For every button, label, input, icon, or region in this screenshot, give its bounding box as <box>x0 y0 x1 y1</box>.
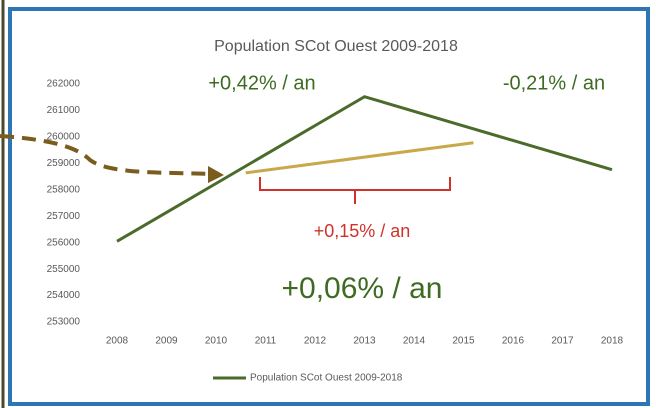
x-tick-label: 2008 <box>106 336 129 347</box>
annotation: -0,21% / an <box>503 72 605 94</box>
x-tick-label: 2009 <box>155 336 178 347</box>
x-tick-label: 2016 <box>502 336 525 347</box>
frame <box>8 7 650 406</box>
y-tick-label: 253000 <box>47 317 81 328</box>
annotation: +0,15% / an <box>314 221 411 241</box>
arrow-head <box>208 166 224 183</box>
arrow <box>0 134 211 176</box>
x-tick-label: 2011 <box>255 336 277 347</box>
x-tick-label: 2017 <box>551 336 574 347</box>
x-tick-label: 2014 <box>403 336 426 347</box>
y-tick-label: 261000 <box>47 105 81 116</box>
x-tick-label: 2013 <box>353 336 376 347</box>
y-tick-label: 258000 <box>47 184 81 195</box>
y-tick-label: 260000 <box>47 132 81 143</box>
y-tick-label: 255000 <box>47 264 81 275</box>
legend-label: Population SCot Ouest 2009-2018 <box>250 373 403 384</box>
x-tick-label: 2018 <box>601 336 624 347</box>
x-tick-label: 2015 <box>452 336 475 347</box>
y-tick-label: 256000 <box>47 237 81 248</box>
chart-title: Population SCot Ouest 2009-2018 <box>214 38 458 55</box>
line-series <box>116 95 613 243</box>
y-tick-label: 259000 <box>47 158 81 169</box>
bracket <box>259 177 451 204</box>
annotation: +0,42% / an <box>208 72 315 94</box>
y-tick-label: 254000 <box>47 290 81 301</box>
annotation: +0,06% / an <box>282 272 443 305</box>
trend-line <box>245 141 474 175</box>
x-tick-label: 2012 <box>304 336 327 347</box>
y-tick-label: 262000 <box>47 79 81 90</box>
y-tick-label: 257000 <box>47 211 81 222</box>
x-tick-label: 2010 <box>205 336 228 347</box>
